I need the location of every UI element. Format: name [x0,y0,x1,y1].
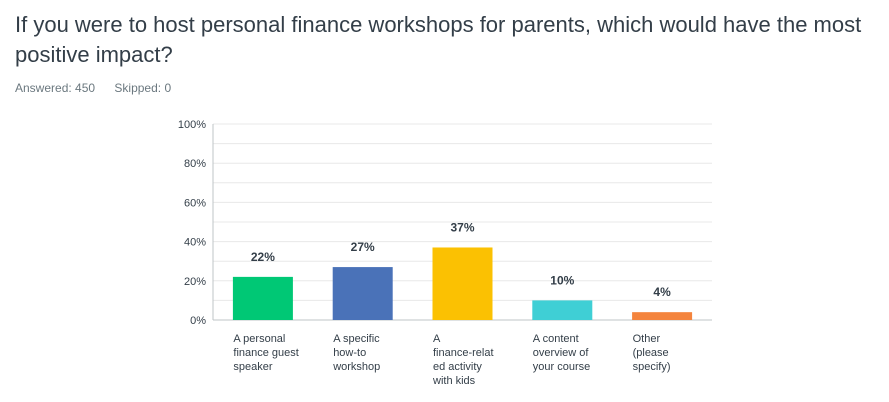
category-label: Other (please specify) [633,333,671,373]
bar [532,300,593,320]
category-label: A content overview of your course [533,333,590,373]
category-label: A personal finance guest speaker [233,333,298,373]
value-label: 27% [351,240,375,254]
question-title: If you were to host personal finance wor… [15,12,862,67]
category-label: A specific how-to workshop [332,333,380,373]
answered-count: Answered: 450 [15,81,96,95]
y-tick-label: 80% [184,158,206,170]
bar [632,312,693,320]
value-label: 4% [653,285,671,299]
value-label: 37% [450,220,474,234]
skipped-count: Skipped: 0 [114,81,172,95]
y-tick-label: 20% [184,276,206,288]
y-tick-label: 100% [178,119,206,131]
y-tick-label: 0% [190,315,206,327]
bar [232,276,293,320]
response-stats: Answered: 450 Skipped: 0 [15,81,187,95]
value-label: 10% [550,273,574,287]
bar [332,267,393,320]
y-tick-label: 40% [184,237,206,249]
value-label: 22% [251,250,275,264]
bar [432,247,493,320]
y-tick-label: 60% [184,197,206,209]
